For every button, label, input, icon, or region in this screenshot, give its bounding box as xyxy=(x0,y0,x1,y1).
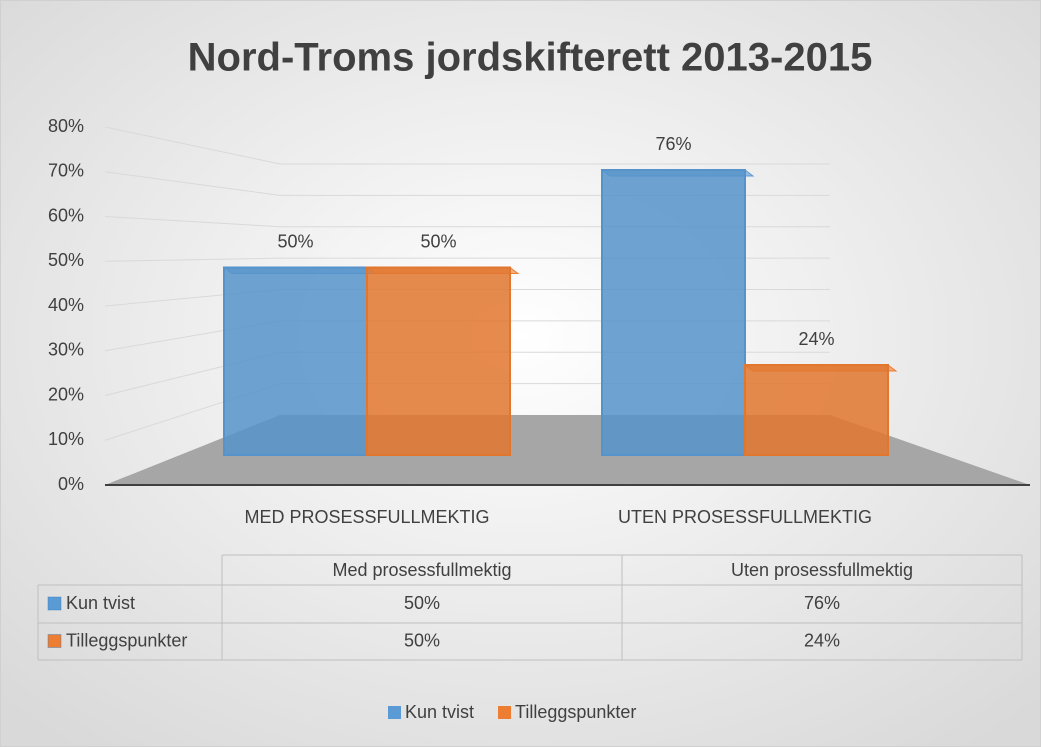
data-label: 76% xyxy=(655,134,691,154)
data-label: 50% xyxy=(277,231,313,251)
data-label: 24% xyxy=(798,329,834,349)
y-tick-label: 70% xyxy=(48,161,84,181)
y-tick-label: 20% xyxy=(48,384,84,404)
grid-line xyxy=(104,126,830,165)
y-tick-label: 30% xyxy=(48,340,84,360)
bar xyxy=(223,266,368,456)
x-tick-label: UTEN PROSESSFULLMEKTIG xyxy=(618,507,872,527)
y-tick-label: 50% xyxy=(48,250,84,270)
table-cell: 50% xyxy=(404,593,440,613)
legend-key xyxy=(388,706,401,719)
data-label: 50% xyxy=(420,231,456,251)
table-header: Uten prosessfullmektig xyxy=(731,560,913,580)
table-legend-key xyxy=(47,596,62,611)
legend-key xyxy=(498,706,512,719)
table-cell: 24% xyxy=(804,630,840,650)
legend-label: Tilleggspunkter xyxy=(515,702,636,722)
bar xyxy=(744,364,889,456)
bar xyxy=(601,169,746,456)
bar xyxy=(366,266,511,456)
table-row-label: Tilleggspunkter xyxy=(66,630,187,650)
table-legend-key xyxy=(47,634,62,648)
table-header: Med prosessfullmektig xyxy=(332,560,511,580)
y-tick-label: 40% xyxy=(48,295,84,315)
chart-title: Nord-Troms jordskifterett 2013-2015 xyxy=(188,36,873,80)
x-tick-label: MED PROSESSFULLMEKTIG xyxy=(244,507,489,527)
y-tick-label: 60% xyxy=(48,205,84,225)
y-tick-label: 10% xyxy=(48,429,84,449)
table-cell: 50% xyxy=(404,630,440,650)
y-tick-label: 80% xyxy=(48,116,84,136)
y-tick-label: 0% xyxy=(58,474,84,494)
legend-label: Kun tvist xyxy=(405,702,474,722)
table-cell: 76% xyxy=(804,593,840,613)
table-row-label: Kun tvist xyxy=(66,593,135,613)
